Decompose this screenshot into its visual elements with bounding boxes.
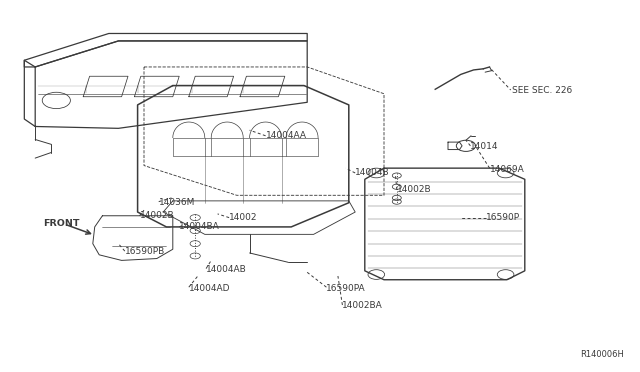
Text: 16590PA: 16590PA	[326, 284, 366, 293]
Text: R140006H: R140006H	[580, 350, 624, 359]
Text: 14004AB: 14004AB	[206, 265, 247, 274]
Text: 16590P: 16590P	[486, 213, 520, 222]
Text: 14004BA: 14004BA	[179, 222, 220, 231]
Text: 14014: 14014	[470, 142, 499, 151]
Text: 14069A: 14069A	[490, 165, 524, 174]
Text: 14002: 14002	[229, 213, 258, 222]
Text: 14002B: 14002B	[397, 185, 431, 194]
Text: 16590PB: 16590PB	[125, 247, 165, 256]
Text: 14002BA: 14002BA	[342, 301, 383, 310]
Text: 14004B: 14004B	[355, 169, 390, 177]
Text: FRONT: FRONT	[44, 219, 80, 228]
Text: 14004AD: 14004AD	[189, 284, 230, 293]
Text: 14002B: 14002B	[140, 211, 174, 220]
Text: 14036M: 14036M	[159, 198, 195, 207]
Text: SEE SEC. 226: SEE SEC. 226	[512, 86, 572, 94]
Text: 14004AA: 14004AA	[266, 131, 307, 140]
